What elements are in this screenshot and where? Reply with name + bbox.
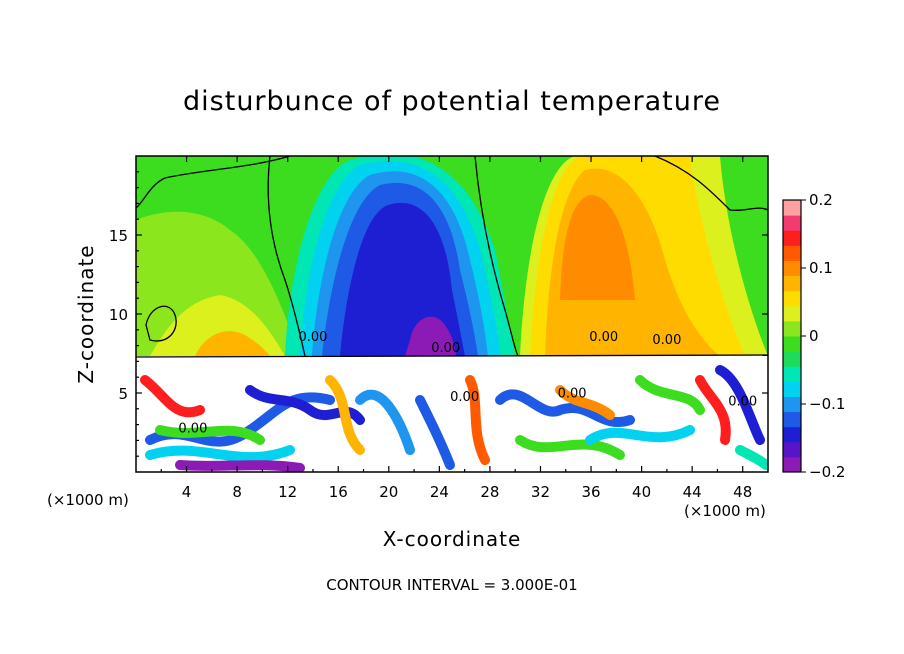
contour-label: 0.00 — [558, 387, 587, 402]
field-orange-left — [195, 331, 270, 356]
colorbar-swatch — [783, 426, 801, 443]
colorbar-swatch — [783, 215, 801, 231]
colorbar-swatch — [783, 230, 801, 246]
colorbar: 0.2 0.1 0 −0.1 −0.2 — [782, 191, 845, 481]
contour-label: 0.00 — [298, 330, 327, 345]
contour-label: 0.00 — [728, 395, 757, 410]
colorbar-swatch — [783, 396, 801, 413]
turbulent-blobs — [140, 365, 768, 472]
x-tick-label: 28 — [480, 483, 499, 501]
contour-label: 0.00 — [431, 341, 460, 356]
colorbar-swatch — [783, 305, 801, 322]
x-tick-label: 40 — [632, 483, 651, 501]
x-tick-label: 20 — [379, 483, 398, 501]
field-orange-deep — [560, 195, 635, 300]
colorbar-tick-label: 0.2 — [809, 191, 833, 209]
contour-label: 0.00 — [652, 333, 681, 348]
contour-label: 0.00 — [450, 390, 479, 405]
colorbar-swatch — [783, 275, 801, 292]
contour-label: 0.00 — [589, 330, 618, 345]
x-tick-label: 4 — [182, 483, 192, 501]
x-tick-label: 44 — [683, 483, 702, 501]
x-tick-label: 8 — [232, 483, 242, 501]
colorbar-tick-label: 0 — [809, 327, 819, 345]
y-tick-label: 5 — [118, 385, 128, 403]
colorbar-swatch — [783, 320, 801, 337]
colorbar-swatch — [783, 200, 801, 216]
plot-area — [136, 156, 768, 472]
x-units-label-right: (×1000 m) — [684, 502, 766, 520]
contour-label: 0.00 — [178, 422, 207, 437]
contour-labels: 0.00 0.00 0.00 0.00 0.00 0.00 0.00 0.00 — [178, 330, 757, 437]
colorbar-swatch — [783, 336, 801, 352]
contour-lines — [136, 156, 768, 358]
contour-interval-note: CONTOUR INTERVAL = 3.000E-01 — [326, 576, 578, 594]
x-tick-label: 32 — [531, 483, 550, 501]
x-tick-label: 24 — [430, 483, 449, 501]
chart-title: disturbunce of potential temperature — [183, 86, 721, 117]
x-tick-label: 16 — [329, 483, 348, 501]
y-axis-label: Z-coordinate — [74, 244, 98, 384]
colorbar-tick-label: −0.2 — [809, 463, 845, 481]
colorbar-swatch — [783, 441, 801, 458]
colorbar-tick-label: −0.1 — [809, 395, 845, 413]
colorbar-tick-label: 0.1 — [809, 259, 833, 277]
x-axis-label: X-coordinate — [382, 527, 522, 551]
colorbar-swatch — [783, 411, 801, 428]
colorbar-swatch — [783, 366, 801, 382]
field-violet — [405, 316, 456, 356]
colorbar-swatch — [783, 290, 801, 307]
colorbar-swatch — [783, 381, 801, 397]
x-tick-label: 48 — [733, 483, 752, 501]
y-axis: 5 10 15 — [109, 171, 768, 457]
x-tick-label: 36 — [581, 483, 600, 501]
y-tick-label: 10 — [109, 306, 128, 324]
y-tick-label: 15 — [109, 227, 128, 245]
colorbar-swatch — [783, 351, 801, 367]
colorbar-swatch — [783, 245, 801, 261]
x-axis: 4 8 12 16 20 24 28 32 36 40 44 48 — [160, 156, 752, 501]
x-units-label-left: (×1000 m) — [47, 491, 129, 509]
colorbar-swatch — [783, 456, 801, 473]
colorbar-swatch — [783, 260, 801, 277]
x-tick-label: 12 — [278, 483, 297, 501]
